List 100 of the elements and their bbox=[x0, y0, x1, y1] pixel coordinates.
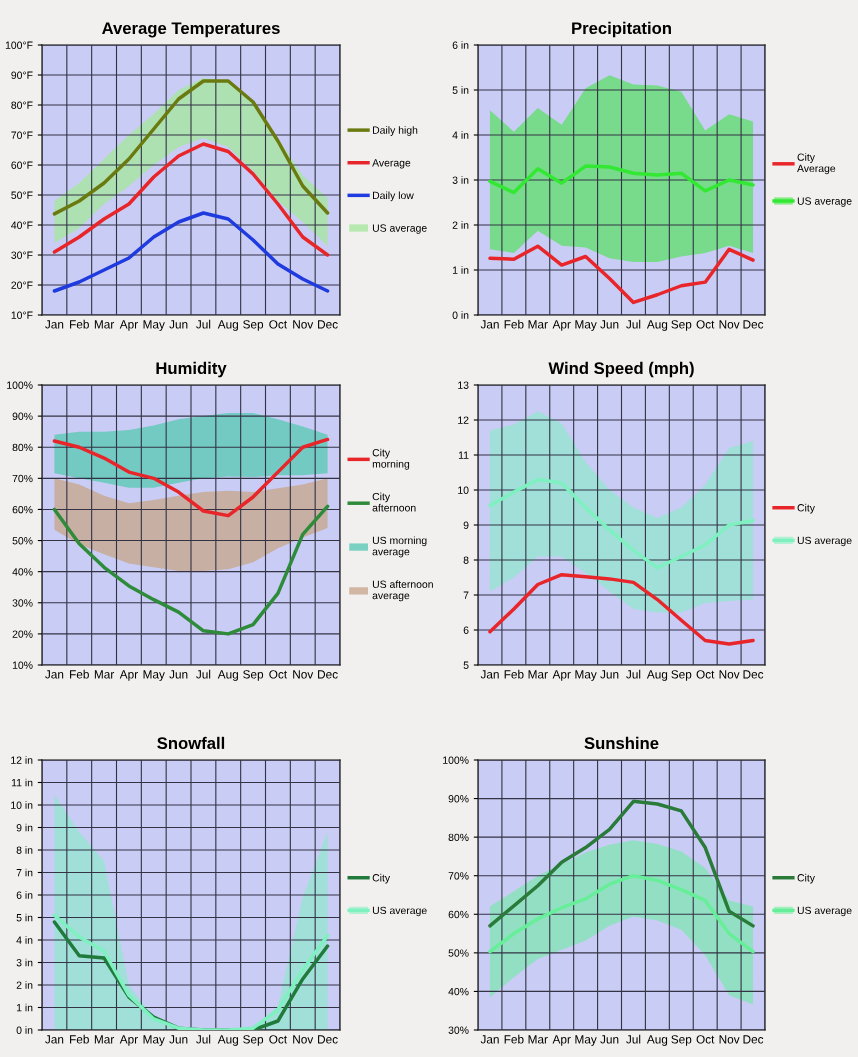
x-tick-label: Aug bbox=[217, 1035, 238, 1046]
line-series bbox=[52, 142, 330, 257]
y-tick-label: 11 bbox=[458, 451, 469, 459]
x-tick-label: Apr bbox=[552, 670, 571, 681]
y-tick-label: 9 bbox=[463, 521, 469, 529]
y-tick-label: 40% bbox=[12, 568, 33, 576]
x-tick-label: Sep bbox=[671, 670, 692, 681]
x-tick-label: Oct bbox=[269, 320, 288, 329]
x-tick-label: Feb bbox=[70, 319, 89, 329]
x-tick-label: Jul bbox=[196, 1034, 211, 1044]
y-tick-label: 6 in bbox=[16, 891, 33, 899]
x-tick-label: May bbox=[575, 670, 597, 681]
legend-label: Average bbox=[372, 159, 411, 169]
y-tick-label: 30% bbox=[448, 1026, 469, 1034]
x-tick-label: Mar bbox=[94, 1035, 115, 1044]
y-tick-label: 100% bbox=[7, 381, 33, 389]
y-tick-label: 10°F bbox=[11, 311, 33, 319]
chart-title: Sunshine bbox=[584, 736, 659, 750]
x-tick-label: Oct bbox=[269, 670, 288, 679]
line-series bbox=[52, 79, 330, 216]
x-tick-label: May bbox=[575, 1035, 597, 1046]
x-tick-label: Dec bbox=[318, 670, 338, 679]
y-tick-label: 60°F bbox=[11, 161, 33, 169]
y-tick-label: 5 bbox=[463, 661, 469, 669]
x-tick-label: Dec bbox=[318, 320, 338, 329]
y-tick-label: 8 bbox=[463, 556, 469, 564]
x-tick-label: Aug bbox=[646, 670, 668, 681]
y-tick-label: 10 in bbox=[11, 801, 33, 809]
y-tick-label: 2 in bbox=[452, 221, 469, 229]
x-tick-label: Oct bbox=[696, 670, 715, 679]
line-series bbox=[488, 572, 755, 646]
y-tick-label: 100°F bbox=[5, 41, 33, 49]
legend-label: US morning average bbox=[372, 536, 427, 558]
y-tick-label: 30% bbox=[12, 599, 33, 607]
y-tick-label: 90% bbox=[12, 412, 33, 420]
legend-label: US average bbox=[372, 224, 427, 234]
x-tick-label: Feb bbox=[504, 1034, 524, 1044]
x-tick-label: Mar bbox=[94, 320, 115, 329]
y-tick-label: 9 in bbox=[16, 823, 33, 832]
x-tick-label: May bbox=[143, 670, 165, 681]
y-tick-label: 13 bbox=[458, 381, 469, 389]
legend-label: City bbox=[797, 873, 815, 884]
x-tick-label: Apr bbox=[552, 320, 571, 331]
x-tick-label: Aug bbox=[646, 1035, 668, 1046]
x-tick-label: Sep bbox=[671, 1035, 692, 1046]
y-tick-label: 2 in bbox=[16, 981, 33, 989]
y-tick-label: 20% bbox=[12, 630, 33, 638]
chart-title: Wind Speed (mph) bbox=[548, 361, 694, 378]
x-tick-label: Mar bbox=[94, 670, 115, 679]
x-tick-label: Sep bbox=[243, 670, 264, 681]
y-tick-label: 50% bbox=[12, 537, 33, 545]
y-tick-label: 1 in bbox=[452, 266, 469, 274]
x-tick-label: Dec bbox=[743, 320, 764, 329]
x-tick-label: Feb bbox=[70, 1034, 89, 1044]
x-tick-label: Apr bbox=[552, 1035, 571, 1046]
line-series bbox=[52, 504, 330, 636]
y-tick-label: 6 bbox=[463, 626, 469, 634]
y-tick-label: 5 in bbox=[16, 913, 33, 922]
legend-label: City morning bbox=[372, 448, 410, 470]
y-tick-label: 5 in bbox=[452, 86, 469, 94]
x-tick-label: Jun bbox=[169, 670, 188, 679]
y-tick-label: 90°F bbox=[11, 71, 33, 79]
line-series bbox=[488, 477, 755, 570]
x-tick-label: Nov bbox=[293, 1035, 314, 1044]
x-tick-label: Nov bbox=[719, 670, 740, 679]
y-tick-label: 50% bbox=[448, 949, 469, 957]
legend-label: Daily high bbox=[373, 126, 418, 136]
y-tick-label: 80% bbox=[448, 833, 469, 842]
y-tick-label: 50°F bbox=[11, 191, 33, 199]
y-tick-label: 90% bbox=[448, 795, 469, 803]
chart-title: Humidity bbox=[156, 361, 227, 378]
line-series bbox=[52, 437, 330, 518]
x-tick-label: Jul bbox=[626, 1034, 641, 1044]
x-tick-label: Feb bbox=[70, 669, 89, 679]
legend-label: US average bbox=[372, 906, 427, 917]
line-series bbox=[488, 799, 755, 928]
x-tick-label: Jan bbox=[45, 1035, 64, 1044]
y-tick-label: 70°F bbox=[11, 131, 33, 139]
y-tick-label: 4 in bbox=[16, 936, 33, 944]
x-tick-label: Oct bbox=[696, 320, 715, 329]
x-tick-label: Dec bbox=[743, 670, 764, 679]
chart-title: Average Temperatures bbox=[102, 22, 280, 38]
y-tick-label: 10 bbox=[458, 486, 469, 494]
legend-label: US average bbox=[797, 197, 852, 207]
legend-label: City Average bbox=[797, 153, 836, 175]
y-tick-label: 8 in bbox=[16, 846, 33, 854]
x-tick-label: Nov bbox=[719, 1035, 740, 1044]
x-tick-label: Mar bbox=[528, 670, 548, 679]
y-tick-label: 3 in bbox=[16, 958, 33, 967]
y-tick-label: 6 in bbox=[452, 41, 469, 49]
x-tick-label: Oct bbox=[269, 1035, 288, 1044]
x-tick-label: Jun bbox=[169, 1035, 188, 1044]
x-tick-label: Feb bbox=[504, 669, 524, 679]
y-tick-label: 0 in bbox=[452, 311, 469, 319]
line-series bbox=[488, 873, 755, 954]
y-tick-label: 1 in bbox=[16, 1003, 33, 1012]
line-series bbox=[52, 211, 330, 293]
y-tick-label: 80°F bbox=[11, 101, 33, 109]
legend-label: City bbox=[797, 503, 815, 514]
x-tick-label: Jul bbox=[196, 319, 211, 329]
